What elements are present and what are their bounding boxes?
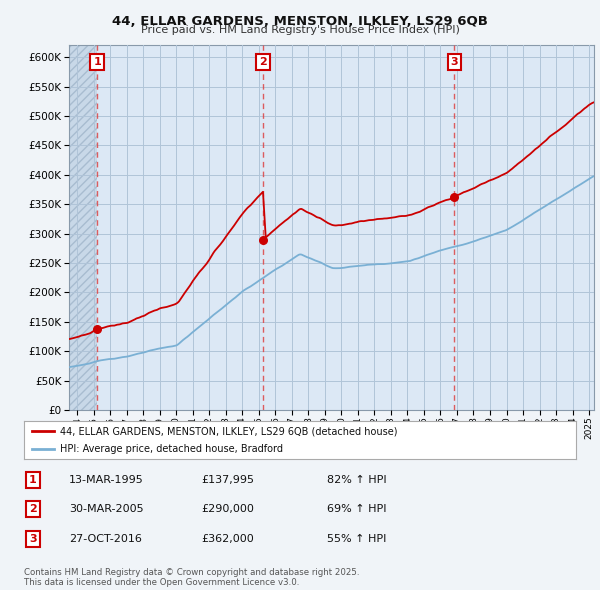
Text: 3: 3 — [29, 534, 37, 543]
Point — [449, 192, 459, 202]
Point — [258, 235, 268, 244]
Text: 82% ↑ HPI: 82% ↑ HPI — [327, 475, 386, 484]
Text: £290,000: £290,000 — [201, 504, 254, 514]
Text: 3: 3 — [451, 57, 458, 67]
Text: HPI: Average price, detached house, Bradford: HPI: Average price, detached house, Brad… — [60, 444, 283, 454]
Text: 2: 2 — [259, 57, 267, 67]
Text: Contains HM Land Registry data © Crown copyright and database right 2025.
This d: Contains HM Land Registry data © Crown c… — [24, 568, 359, 587]
Text: 2: 2 — [29, 504, 37, 514]
Text: 13-MAR-1995: 13-MAR-1995 — [69, 475, 144, 484]
Text: 1: 1 — [29, 475, 37, 484]
Text: 69% ↑ HPI: 69% ↑ HPI — [327, 504, 386, 514]
Text: £137,995: £137,995 — [201, 475, 254, 484]
Point — [92, 324, 102, 333]
Text: 44, ELLAR GARDENS, MENSTON, ILKLEY, LS29 6QB: 44, ELLAR GARDENS, MENSTON, ILKLEY, LS29… — [112, 15, 488, 28]
Text: £362,000: £362,000 — [201, 534, 254, 543]
Text: 55% ↑ HPI: 55% ↑ HPI — [327, 534, 386, 543]
Text: 27-OCT-2016: 27-OCT-2016 — [69, 534, 142, 543]
Text: 30-MAR-2005: 30-MAR-2005 — [69, 504, 143, 514]
Bar — [69, 45, 97, 410]
Text: 44, ELLAR GARDENS, MENSTON, ILKLEY, LS29 6QB (detached house): 44, ELLAR GARDENS, MENSTON, ILKLEY, LS29… — [60, 426, 397, 436]
Text: Price paid vs. HM Land Registry's House Price Index (HPI): Price paid vs. HM Land Registry's House … — [140, 25, 460, 35]
Text: 1: 1 — [93, 57, 101, 67]
